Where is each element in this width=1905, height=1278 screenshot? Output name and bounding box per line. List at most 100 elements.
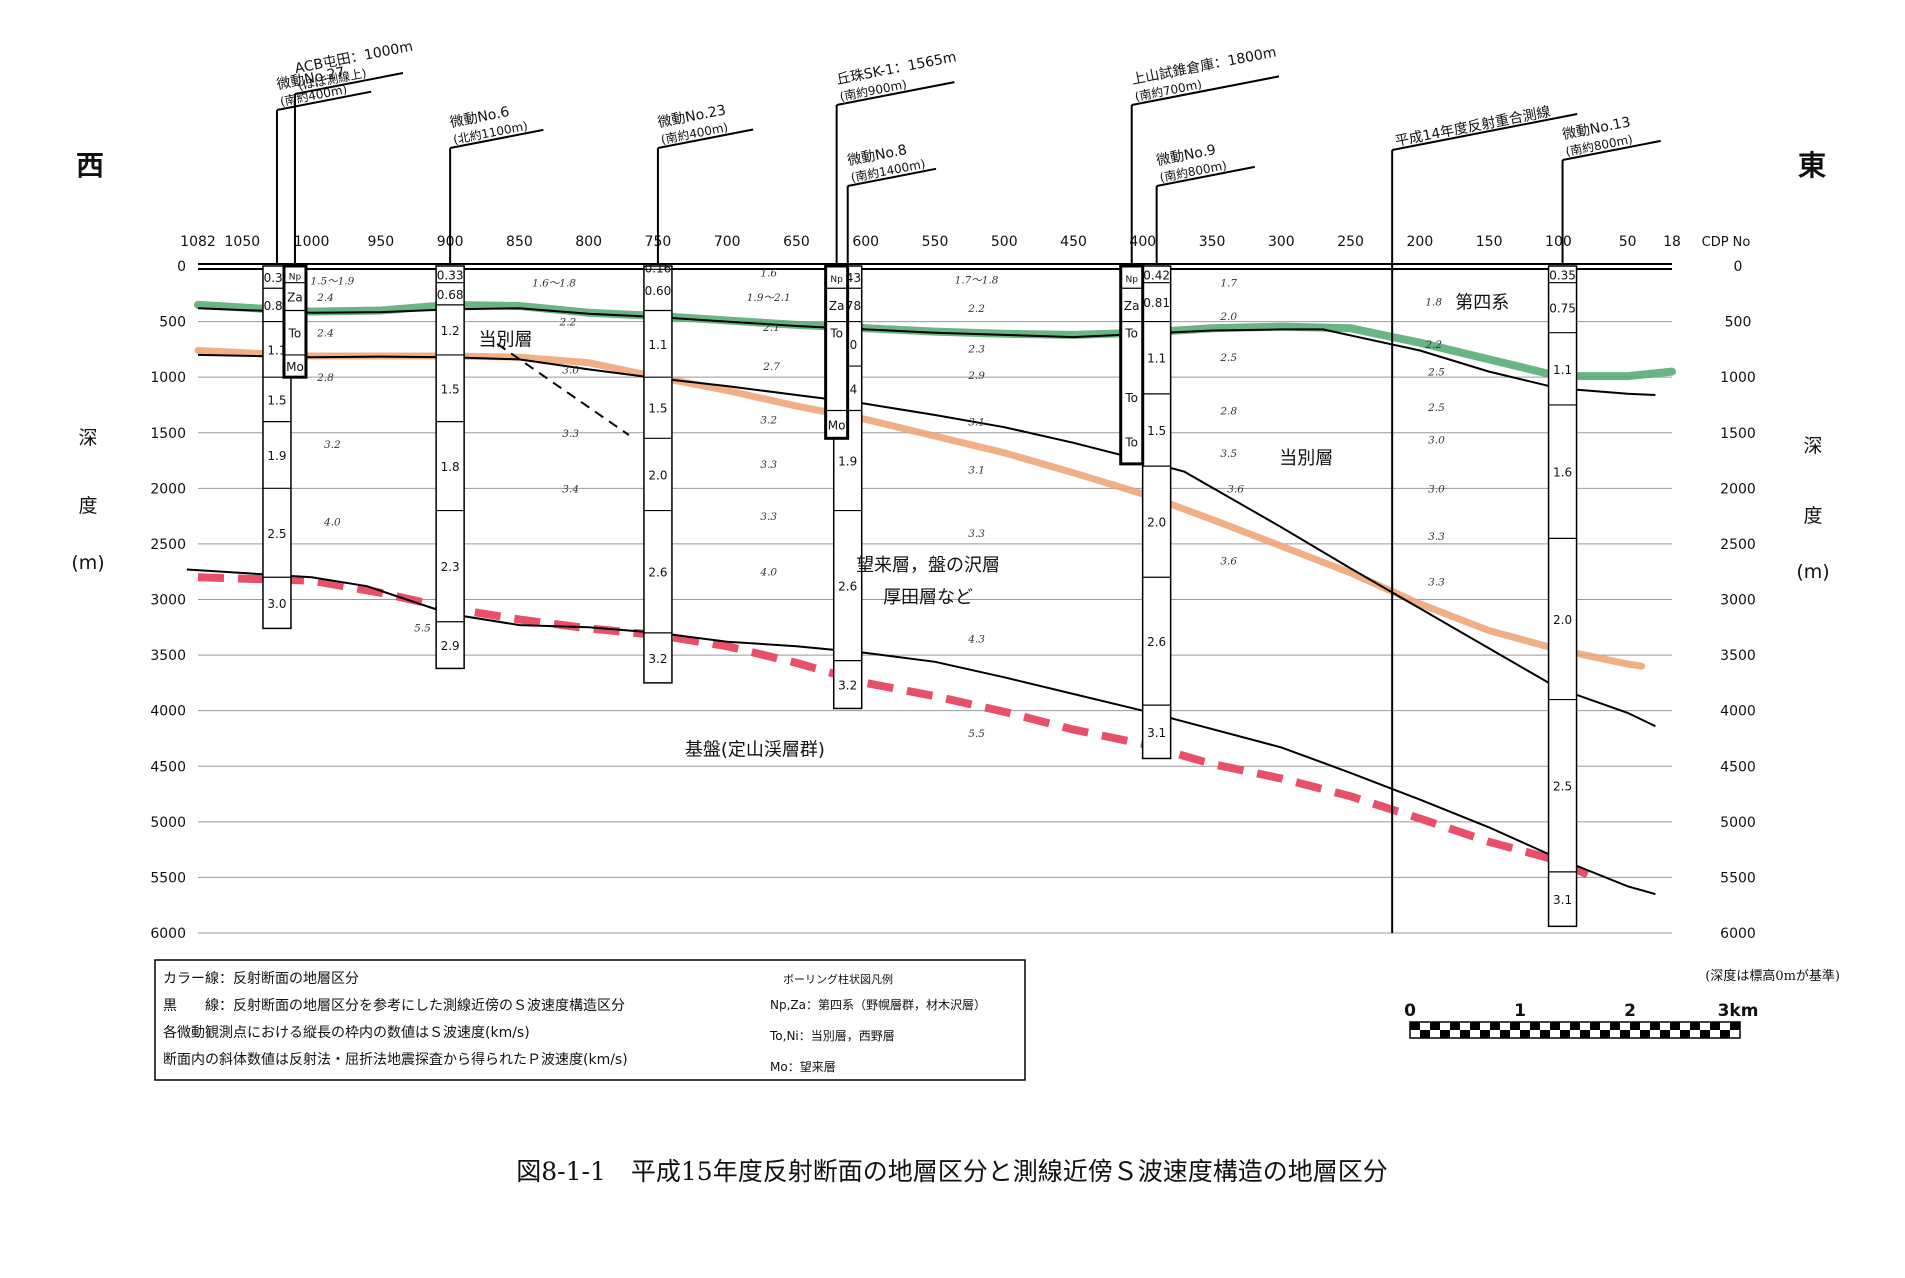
cdp-tick: 150 bbox=[1476, 234, 1503, 250]
p-wave-value: 5.5 bbox=[968, 728, 985, 740]
velocity-value: 1.9 bbox=[267, 449, 286, 463]
depth-tick-left: 2000 bbox=[150, 481, 186, 497]
st9-label: 微動No.9(南約800m) bbox=[1155, 142, 1228, 185]
cdp-tick: 700 bbox=[714, 234, 741, 250]
cdp-tick: 850 bbox=[506, 234, 533, 250]
depth-tick-right: 6000 bbox=[1720, 926, 1756, 942]
cdp-tick: 250 bbox=[1337, 234, 1364, 250]
velocity-value: 1.1 bbox=[1553, 363, 1572, 377]
scale-bar-segment bbox=[1560, 1030, 1570, 1038]
p-wave-value: 3.3 bbox=[1428, 531, 1445, 543]
boring-legend-row: Mo：望来層 bbox=[770, 1060, 836, 1074]
unit-label: To bbox=[288, 327, 302, 341]
scale-bar-segment bbox=[1420, 1030, 1430, 1038]
p-wave-value: 3.1 bbox=[968, 417, 985, 429]
h14-line-top bbox=[1391, 113, 1578, 151]
velocity-value: 1.8 bbox=[441, 460, 460, 474]
depth-tick-left: 1000 bbox=[150, 370, 186, 386]
scale-bar-segment bbox=[1580, 1030, 1590, 1038]
cdp-unit: CDP No bbox=[1702, 235, 1751, 250]
depth-tick-right: 1500 bbox=[1720, 426, 1756, 442]
west-label: 西 bbox=[76, 149, 104, 182]
velocity-value: 1.2 bbox=[441, 324, 460, 338]
cdp-tick: 800 bbox=[575, 234, 602, 250]
p-wave-value: 5.5 bbox=[414, 622, 431, 634]
depth-tick-right: 2000 bbox=[1720, 481, 1756, 497]
st23-column bbox=[643, 265, 673, 684]
sk1-leader-top bbox=[836, 81, 955, 106]
scale-bar-segment bbox=[1710, 1022, 1720, 1030]
scale-bar-segment bbox=[1640, 1030, 1650, 1038]
velocity-value: 3.1 bbox=[1147, 726, 1166, 740]
kamiyama-leader-top bbox=[1131, 75, 1280, 106]
green-horizon bbox=[194, 300, 1676, 381]
p-wave-value: 3.6 bbox=[1220, 556, 1237, 568]
unit-label: Za bbox=[287, 291, 303, 305]
formation-label: 望来層，盤の沢層 bbox=[856, 555, 1000, 576]
st13-column bbox=[1547, 265, 1578, 928]
scale-bar-segment bbox=[1520, 1030, 1530, 1038]
scale-bar-segment bbox=[1670, 1022, 1680, 1030]
formation-label: 第四系 bbox=[1455, 293, 1509, 314]
p-wave-value: 2.3 bbox=[967, 343, 985, 355]
p-wave-value: 3.2 bbox=[324, 439, 341, 451]
p-wave-value: 3.3 bbox=[760, 459, 777, 471]
p-wave-value: 1.9〜2.1 bbox=[747, 292, 791, 304]
p-wave-value: 2.2 bbox=[1424, 339, 1442, 351]
st9-leader-top bbox=[1156, 165, 1256, 187]
black-boundary-lower bbox=[186, 568, 1656, 896]
unit-label: To bbox=[1124, 436, 1138, 450]
velocity-value: 0.60 bbox=[645, 284, 672, 298]
p-wave-value: 3.3 bbox=[968, 528, 985, 540]
velocity-value: 1.5 bbox=[1147, 424, 1166, 438]
unit-label: Np bbox=[289, 272, 302, 282]
st6-label: 微動No.6(北約1100m) bbox=[449, 104, 529, 147]
scale-bar-segment bbox=[1490, 1022, 1500, 1030]
scale-bar-segment bbox=[1600, 1030, 1610, 1038]
velocity-value: 3.1 bbox=[1553, 893, 1572, 907]
boring-legend-title: ボーリング柱状図凡例 bbox=[783, 972, 893, 986]
p-wave-value: 2.2 bbox=[559, 317, 577, 329]
scale-bar-segment bbox=[1510, 1022, 1520, 1030]
p-wave-value: 1.6〜1.8 bbox=[532, 278, 576, 290]
p-wave-value: 2.0 bbox=[1219, 311, 1237, 323]
depth-tick-right: 4500 bbox=[1720, 759, 1756, 775]
cdp-tick: 50 bbox=[1619, 234, 1637, 250]
p-wave-value: 2.4 bbox=[316, 328, 334, 340]
st23-label: 微動No.23(南約400m) bbox=[656, 102, 729, 147]
velocity-value: 2.9 bbox=[441, 639, 460, 653]
cdp-tick: 400 bbox=[1129, 234, 1156, 250]
labels: 1.5〜1.9 2.4 2.4 2.8 3.2 4.0 5.5 1.6〜1.8 2.2 3.0 3.… bbox=[71, 149, 1829, 760]
scale-bar-segment bbox=[1650, 1022, 1660, 1030]
depth-tick-right: 2500 bbox=[1720, 537, 1756, 553]
unit-label: Mo bbox=[286, 360, 304, 374]
unit-label: Mo bbox=[828, 418, 846, 432]
depth-tick-left: 2500 bbox=[150, 537, 186, 553]
velocity-value: 0.81 bbox=[1143, 296, 1170, 310]
scale-bar-segment bbox=[1410, 1022, 1420, 1030]
legend-row: 各微動観測点における縦長の枠内の数値はＳ波速度(km/s) bbox=[163, 1024, 530, 1041]
scale-bar-segment bbox=[1570, 1022, 1580, 1030]
scale-bar-segment bbox=[1460, 1030, 1470, 1038]
p-wave-value: 4.0 bbox=[323, 517, 341, 529]
scale-bar-segment bbox=[1500, 1030, 1510, 1038]
acb-column bbox=[282, 264, 308, 379]
orange-horizon bbox=[194, 347, 1645, 670]
legend-row: カラー線：反射断面の地層区分 bbox=[163, 971, 359, 987]
velocity-value: 2.0 bbox=[648, 468, 667, 482]
st8-leader-top bbox=[847, 167, 937, 187]
depth-tick-left: 3500 bbox=[150, 648, 186, 664]
kamiyama-column bbox=[1119, 264, 1145, 466]
velocity-value: 0.33 bbox=[437, 268, 464, 282]
velocity-value: 3.2 bbox=[648, 652, 667, 666]
p-wave-value: 2.8 bbox=[316, 372, 334, 384]
p-wave-value: 2.5 bbox=[1427, 402, 1445, 414]
acb-label: ACB屯田：1000m(ほぼ測線上) bbox=[293, 39, 414, 93]
formation-label: 当別層 bbox=[1279, 448, 1333, 469]
scale-bar-segment bbox=[1720, 1030, 1730, 1038]
unit-label: Np bbox=[830, 275, 843, 285]
p-wave-value: 3.4 bbox=[562, 483, 579, 495]
scale-bar-segment bbox=[1590, 1022, 1600, 1030]
depth-tick-right: 3500 bbox=[1720, 648, 1756, 664]
